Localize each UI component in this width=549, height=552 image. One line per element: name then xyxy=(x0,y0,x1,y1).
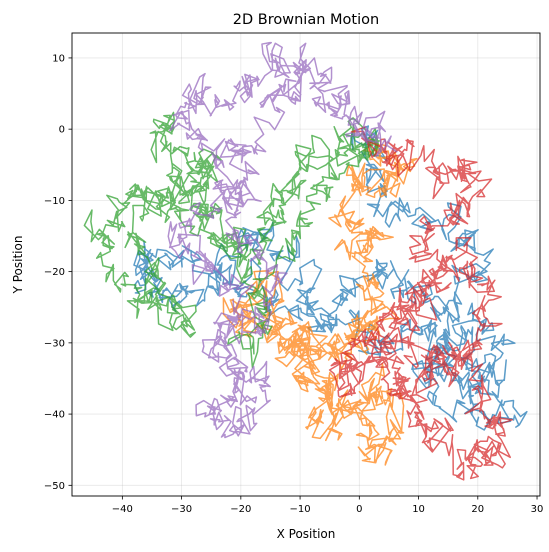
ticks-layer: −40 −30 −20 −10 0 10 20 30 −50 −40 −30 −20 −10 0 10 xyxy=(44,53,544,515)
brownian-path-5 xyxy=(167,41,398,439)
x-tick-label: −20 xyxy=(230,504,251,515)
series-layer xyxy=(83,41,528,481)
y-tick-label: 10 xyxy=(52,53,65,64)
brownian-path-3 xyxy=(83,111,380,369)
y-tick-label: −40 xyxy=(44,410,65,421)
chart-title: 2D Brownian Motion xyxy=(233,12,379,28)
y-tick-label: −10 xyxy=(44,196,65,207)
y-tick-label: 0 xyxy=(59,125,65,136)
plot-frame xyxy=(71,32,541,497)
x-tick-label: −30 xyxy=(171,504,192,515)
y-tick-label: −20 xyxy=(44,267,65,278)
x-tick-label: −10 xyxy=(290,504,311,515)
x-tick-label: −40 xyxy=(112,504,133,515)
x-tick-label: 30 xyxy=(531,504,544,515)
plot-area xyxy=(83,41,528,481)
y-tick-label: −30 xyxy=(44,338,65,349)
x-tick-label: 0 xyxy=(356,504,362,515)
y-tick-label: −50 xyxy=(44,481,65,492)
x-tick-label: 20 xyxy=(471,504,484,515)
x-axis-label: X Position xyxy=(277,527,336,541)
brownian-path-4 xyxy=(328,126,513,481)
y-axis-label: Y Position xyxy=(11,236,25,295)
brownian-path-2 xyxy=(222,136,418,466)
x-tick-label: 10 xyxy=(412,504,425,515)
